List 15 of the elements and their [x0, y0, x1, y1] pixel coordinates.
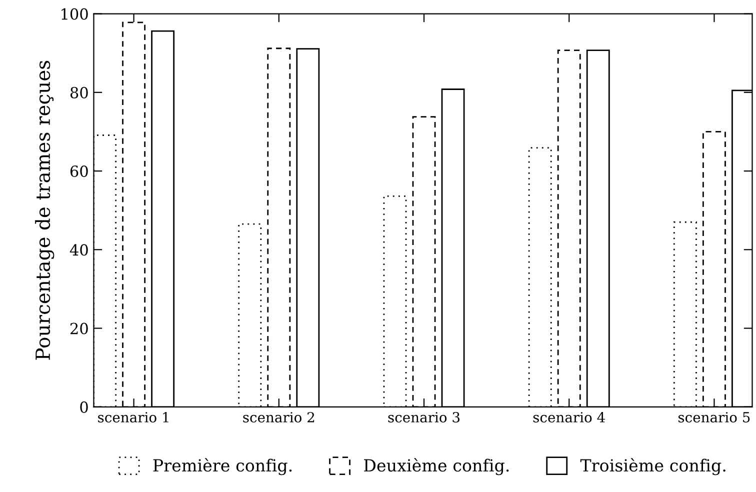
- y-tick-label: 20: [70, 322, 88, 334]
- x-tick-label: scenario 4: [533, 412, 605, 422]
- x-tick-label: scenario 3: [388, 412, 460, 422]
- y-axis-title: Pourcentage de trames reçues: [35, 60, 54, 360]
- legend-label: Première config.: [153, 458, 292, 476]
- y-tick-label: 100: [62, 8, 88, 20]
- x-tick-label: scenario 2: [243, 412, 314, 422]
- legend-label: Troisième config.: [580, 458, 726, 476]
- y-tick-label: 80: [70, 86, 88, 98]
- x-tick-label: scenario 1: [98, 412, 168, 422]
- y-tick-label: 60: [70, 165, 88, 178]
- legend-label: Deuxième config.: [364, 458, 509, 476]
- x-tick-label: scenario 5: [678, 412, 750, 422]
- y-tick-label: 40: [70, 244, 88, 256]
- y-tick-label: 0: [80, 401, 88, 413]
